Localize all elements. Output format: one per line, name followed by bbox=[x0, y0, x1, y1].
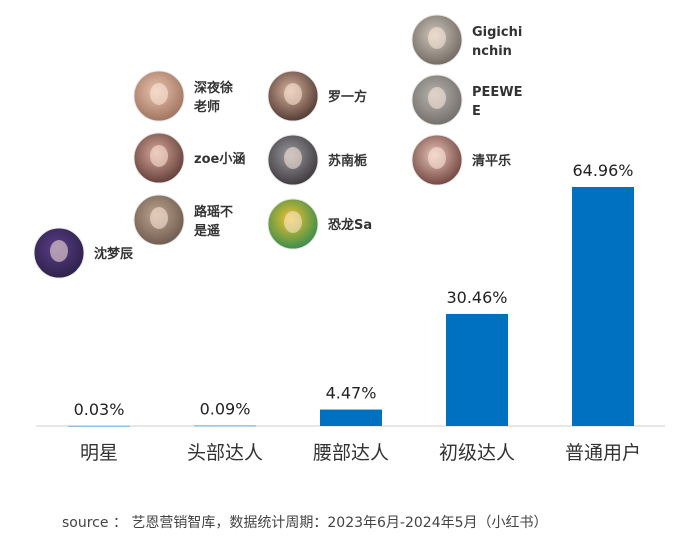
category-label-5: 普通用户 bbox=[565, 442, 641, 464]
category-label-2: 头部达人 bbox=[187, 442, 263, 464]
bar-3 bbox=[320, 409, 382, 426]
bar-4 bbox=[446, 313, 508, 426]
influencer-name-6-line-1: 苏南栀 bbox=[328, 153, 367, 169]
influencer-name-10-line-1: 清平乐 bbox=[472, 153, 511, 169]
category-label-3: 腰部达人 bbox=[313, 442, 389, 464]
data-label-5: 64.96% bbox=[572, 161, 633, 180]
data-label-3: 4.47% bbox=[326, 384, 377, 403]
data-label-4: 30.46% bbox=[446, 288, 507, 307]
influencer-name-2-line-1: 深夜徐 bbox=[194, 80, 233, 96]
bar-5 bbox=[572, 187, 634, 426]
influencer-name-8-line-2: nchin bbox=[472, 44, 512, 59]
influencer-name-9-line-1: PEEWE bbox=[472, 85, 523, 100]
avatar-face-9 bbox=[428, 87, 446, 109]
category-label-1: 明星 bbox=[80, 442, 118, 464]
avatar-face-2 bbox=[150, 83, 168, 105]
influencer-name-3-line-1: zoe小涵 bbox=[194, 152, 245, 167]
category-label-4: 初级达人 bbox=[439, 442, 515, 464]
avatar-face-8 bbox=[428, 27, 446, 49]
influencer-name-4-line-2: 是遥 bbox=[193, 223, 220, 239]
influencer-name-9-line-2: E bbox=[472, 104, 481, 119]
influencer-name-1-line-1: 沈梦辰 bbox=[94, 246, 134, 262]
influencer-name-5-line-1: 罗一方 bbox=[328, 89, 367, 105]
influencer-name-2-line-2: 老师 bbox=[193, 99, 220, 115]
data-label-1: 0.03% bbox=[74, 400, 125, 419]
avatar-face-10 bbox=[428, 147, 446, 169]
influencer-name-7-line-1: 恐龙Sa bbox=[328, 217, 372, 233]
avatar-face-1 bbox=[50, 240, 68, 262]
source-note: source ： 艺恩营销智库，数据统计周期：2023年6月-2024年5月（小… bbox=[62, 515, 548, 531]
avatar-face-5 bbox=[284, 83, 302, 105]
bar-1 bbox=[68, 425, 130, 427]
data-label-2: 0.09% bbox=[200, 400, 251, 419]
influencer-name-4-line-1: 路瑶不 bbox=[194, 204, 233, 220]
avatar-face-3 bbox=[150, 145, 168, 167]
avatar-face-7 bbox=[284, 211, 302, 233]
avatar-face-4 bbox=[150, 207, 168, 229]
influencer-name-8-line-1: Gigichi bbox=[472, 25, 522, 40]
bar-2 bbox=[194, 425, 256, 427]
avatar-face-6 bbox=[284, 147, 302, 169]
